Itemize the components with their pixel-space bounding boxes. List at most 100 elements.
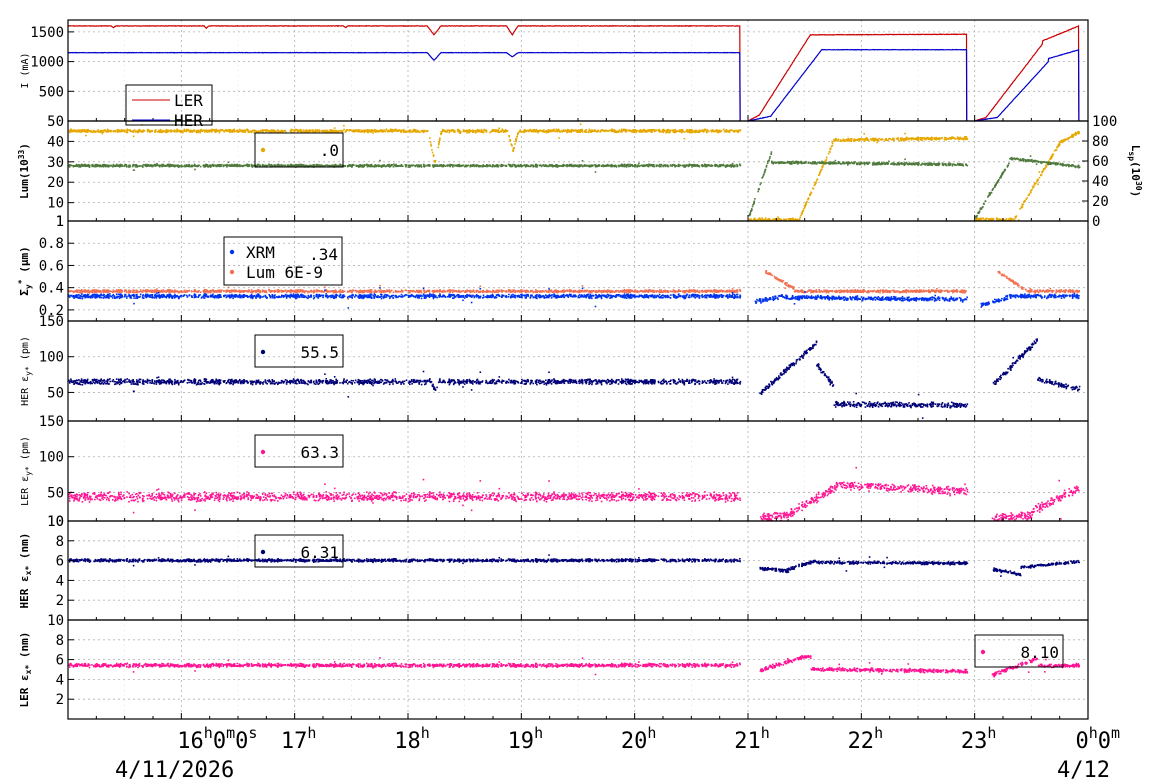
data-point	[764, 219, 766, 221]
data-point	[339, 129, 341, 132]
data-point	[663, 128, 665, 131]
data-point	[931, 137, 934, 139]
data-point	[431, 164, 434, 166]
data-point	[300, 130, 303, 133]
data-point	[396, 165, 398, 167]
data-point	[698, 290, 701, 292]
data-point	[145, 163, 147, 166]
data-point	[869, 138, 872, 140]
data-point	[657, 129, 659, 132]
data-point	[382, 130, 384, 133]
data-point	[948, 137, 951, 139]
data-point	[312, 129, 314, 131]
data-point	[813, 184, 816, 187]
data-point	[207, 166, 209, 168]
data-point	[444, 129, 446, 132]
data-point	[118, 164, 121, 166]
data-point	[561, 165, 563, 167]
data-point	[318, 164, 321, 167]
data-point	[1072, 134, 1075, 137]
data-point	[197, 129, 199, 132]
data-point	[731, 164, 734, 167]
data-point	[596, 164, 599, 167]
data-point	[875, 162, 878, 165]
data-point	[1066, 163, 1069, 166]
data-point	[324, 130, 327, 133]
data-point	[917, 139, 919, 142]
data-point	[521, 289, 523, 291]
data-point	[328, 131, 330, 133]
data-point	[847, 164, 849, 166]
data-point	[621, 131, 623, 133]
data-point	[413, 129, 415, 132]
data-point	[429, 164, 431, 166]
data-point	[311, 130, 314, 133]
data-point	[563, 130, 565, 132]
data-point	[964, 136, 966, 138]
data-point	[132, 135, 135, 138]
data-point	[555, 165, 557, 167]
data-point	[482, 164, 484, 166]
data-point	[907, 137, 909, 140]
data-point	[588, 129, 591, 132]
data-point	[501, 129, 504, 132]
data-point	[124, 163, 126, 166]
data-point	[297, 129, 300, 132]
data-point	[1048, 163, 1050, 165]
data-point	[513, 163, 516, 166]
data-point	[931, 164, 933, 166]
data-point	[549, 165, 552, 167]
data-point	[408, 164, 411, 167]
data-point	[1050, 157, 1052, 160]
data-point	[607, 165, 610, 167]
data-point	[132, 131, 134, 133]
data-point	[442, 130, 444, 132]
data-point	[190, 130, 192, 132]
data-point	[341, 164, 344, 166]
data-point	[1019, 208, 1021, 210]
data-point	[1004, 219, 1006, 221]
data-point	[138, 130, 141, 132]
data-point	[584, 131, 586, 133]
data-point	[129, 164, 131, 166]
data-point	[866, 162, 869, 165]
data-point	[379, 165, 381, 167]
data-point	[994, 184, 997, 187]
data-point	[206, 164, 208, 166]
data-point	[393, 130, 396, 132]
data-point	[691, 164, 693, 167]
data-point	[410, 129, 412, 132]
data-point	[858, 139, 861, 142]
data-point	[834, 138, 836, 141]
data-point	[454, 130, 456, 132]
data-point	[692, 130, 695, 133]
data-point	[982, 206, 984, 208]
data-point	[101, 131, 103, 134]
data-point	[540, 130, 543, 132]
data-point	[688, 164, 690, 166]
data-point	[337, 165, 340, 167]
data-point	[838, 162, 840, 165]
data-point	[1077, 166, 1080, 169]
data-point	[280, 129, 283, 132]
data-point	[807, 198, 809, 201]
data-point	[985, 219, 987, 221]
data-point	[947, 164, 950, 166]
data-point	[430, 145, 432, 147]
data-point	[594, 164, 596, 166]
data-point	[579, 130, 581, 132]
data-point	[714, 165, 717, 167]
data-point	[804, 204, 806, 206]
data-point	[686, 164, 689, 167]
data-point	[705, 165, 708, 168]
data-point	[485, 130, 488, 132]
data-point	[908, 162, 911, 165]
data-point	[703, 164, 706, 167]
data-point	[315, 131, 317, 134]
data-point	[160, 128, 162, 131]
data-point	[642, 131, 644, 133]
data-point	[461, 164, 464, 167]
data-point	[169, 164, 172, 166]
data-point	[705, 164, 707, 166]
data-point	[898, 162, 901, 165]
